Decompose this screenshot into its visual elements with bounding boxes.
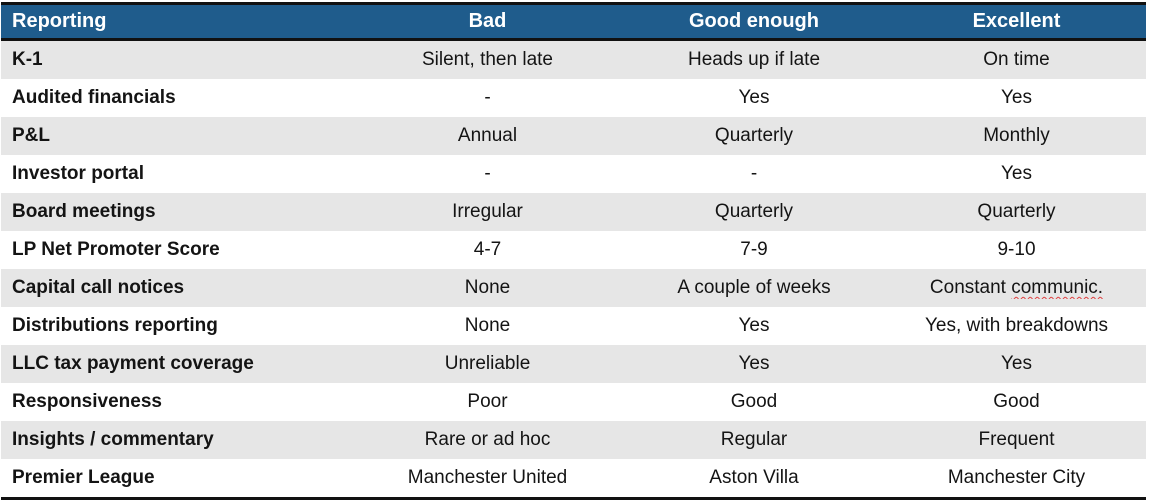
bad-cell: Poor [467,391,508,412]
bad-cell: - [484,87,491,108]
bad-cell: 4-7 [473,239,502,260]
good-enough-cell: A couple of weeks [677,277,831,298]
excellent-cell: Yes, with breakdowns [924,315,1109,336]
table-row: Audited financials - Yes Yes [1,79,1146,117]
table-row: Board meetings Irregular Quarterly Quarterl… [1,193,1146,231]
bad-cell: None [464,277,511,298]
table-row: Responsiveness Poor Good Good [1,383,1146,421]
row-label-cell: Responsiveness [12,391,162,412]
good-enough-cell: 7-9 [740,239,768,260]
table-row: P&L Annual Quarterly Monthly [1,117,1146,155]
excellent-cell: Manchester City [947,467,1086,488]
header-cell-reporting: Reporting [12,10,107,32]
bad-cell: - [484,163,491,184]
row-label-cell: Distributions reporting [12,315,218,336]
bad-cell: Irregular [452,201,523,222]
table-row: LP Net Promoter Score 4-7 7-9 9-10 [1,231,1146,269]
row-label-cell: Board meetings [12,201,156,222]
excellent-cell: Frequent [978,429,1055,450]
bad-cell: Annual [457,125,518,146]
good-enough-cell: Heads up if late [687,49,821,70]
good-enough-cell: Yes [738,315,770,336]
good-enough-cell: Yes [738,353,770,374]
table-row: Distributions reporting None Yes Yes, with … [1,307,1146,345]
excellent-cell: Yes [1001,163,1032,184]
excellent-cell: Constant communic. [929,277,1104,298]
row-label-cell: Audited financials [12,87,176,108]
excellent-cell: Quarterly [977,201,1056,222]
row-label-cell: LLC tax payment coverage [12,353,254,374]
row-label-cell: P&L [12,125,50,146]
bad-cell: Unreliable [444,353,531,374]
good-enough-cell: - [750,163,758,184]
table-body: K-1 Silent, then late Heads up if late On t… [1,41,1146,497]
excellent-cell: Yes [1001,87,1032,108]
good-enough-cell: Quarterly [714,201,794,222]
bad-cell: Rare or ad hoc [424,429,551,450]
excellent-cell: Yes [1001,353,1032,374]
bad-cell: Silent, then late [422,49,553,70]
excellent-cell: 9-10 [997,239,1036,260]
spellcheck-underlined-word: communic. [1011,277,1104,298]
table-row: LLC tax payment coverage Unreliable Yes Yes [1,345,1146,383]
excellent-cell: Monthly [983,125,1050,146]
good-enough-cell: Aston Villa [709,467,799,488]
table-header-row: Reporting Bad Good enough Excellent [1,5,1146,41]
table-row: Insights / commentary Rare or ad hoc Regul… [1,421,1146,459]
bad-cell: None [464,315,511,336]
table-row: Premier League Manchester United Aston Vil… [1,459,1146,497]
row-label-cell: Premier League [12,467,155,488]
good-enough-cell: Yes [738,87,770,108]
good-enough-cell: Quarterly [714,125,794,146]
good-enough-cell: Regular [720,429,788,450]
excellent-cell: Good [993,391,1040,412]
table-row: Capital call notices None A couple of week… [1,269,1146,307]
row-label-cell: Capital call notices [12,277,185,298]
row-label-cell: K-1 [12,49,43,70]
good-enough-cell: Good [730,391,778,412]
table-row: Investor portal - - Yes [1,155,1146,193]
row-label-cell: LP Net Promoter Score [12,239,220,260]
bad-cell: Manchester United [407,467,568,488]
header-cell-excellent: Excellent [972,10,1061,32]
row-label-cell: Investor portal [12,163,144,184]
table-row: K-1 Silent, then late Heads up if late On t… [1,41,1146,79]
excellent-cell: On time [983,49,1050,70]
header-cell-bad: Bad [468,10,507,32]
row-label-cell: Insights / commentary [12,429,214,450]
header-cell-good-enough: Good enough [689,10,819,32]
